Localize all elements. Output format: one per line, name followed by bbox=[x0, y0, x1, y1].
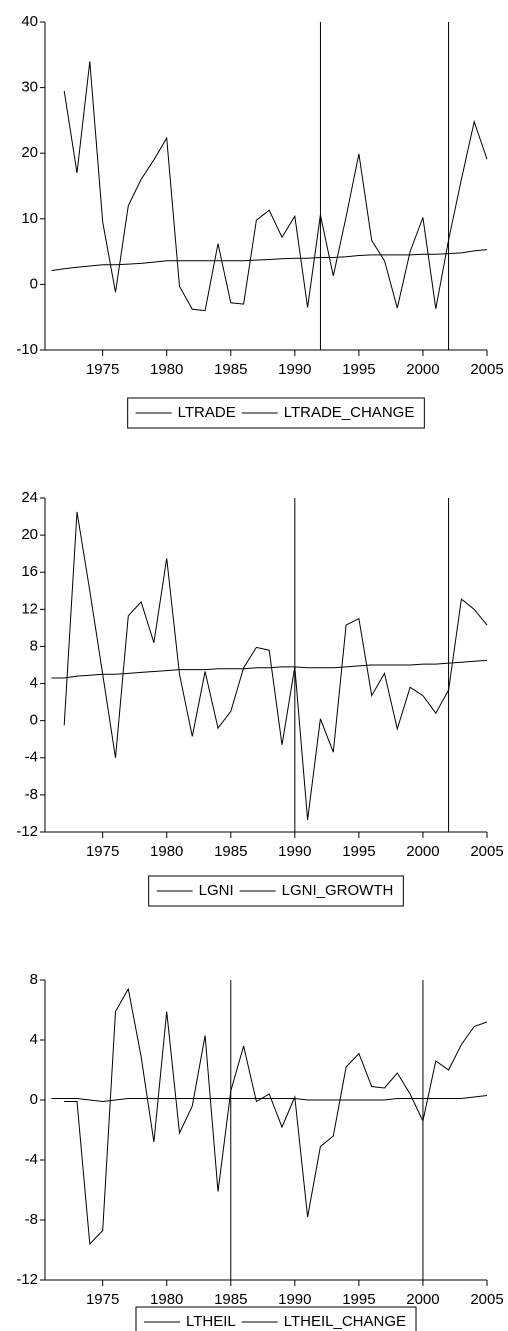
series-line bbox=[51, 249, 488, 272]
x-tick-label: 1980 bbox=[150, 361, 183, 378]
y-tick-label: 0 bbox=[30, 1091, 38, 1108]
series-line bbox=[64, 987, 488, 1246]
x-tick-label: 1975 bbox=[86, 361, 119, 378]
series-line bbox=[51, 1095, 488, 1103]
x-tick-label: 2000 bbox=[406, 361, 439, 378]
y-tick-label: -12 bbox=[16, 823, 38, 840]
legend-label: LGNI_GROWTH bbox=[282, 882, 394, 899]
x-tick-label: 1995 bbox=[342, 1291, 375, 1308]
legend-label: LGNI bbox=[199, 882, 234, 899]
x-tick-label: 1985 bbox=[214, 843, 247, 860]
legend-label: LTRADE_CHANGE bbox=[284, 404, 415, 421]
legend-box bbox=[135, 1306, 417, 1331]
series-line bbox=[51, 659, 488, 679]
y-tick-label: -10 bbox=[16, 341, 38, 358]
y-tick-label: 24 bbox=[21, 489, 38, 506]
x-tick-label: 1985 bbox=[214, 1291, 247, 1308]
x-tick-label: 2005 bbox=[470, 1291, 503, 1308]
x-tick-label: 1975 bbox=[86, 843, 119, 860]
y-tick-label: 0 bbox=[30, 275, 38, 292]
y-tick-label: 8 bbox=[30, 971, 38, 988]
legend-label: LTHEIL_CHANGE bbox=[284, 1313, 406, 1330]
y-tick-label: 30 bbox=[21, 79, 38, 96]
y-tick-label: 20 bbox=[21, 526, 38, 543]
legend-box bbox=[148, 875, 404, 907]
x-tick-label: 1980 bbox=[150, 1291, 183, 1308]
legend-box bbox=[127, 397, 425, 429]
series-line bbox=[63, 511, 488, 820]
x-tick-label: 1985 bbox=[214, 361, 247, 378]
x-tick-label: 1990 bbox=[278, 843, 311, 860]
y-tick-label: -4 bbox=[25, 1151, 38, 1168]
y-tick-label: -12 bbox=[16, 1271, 38, 1288]
y-tick-label: 20 bbox=[21, 144, 38, 161]
y-tick-label: -8 bbox=[25, 786, 38, 803]
x-tick-label: 1995 bbox=[342, 843, 375, 860]
y-tick-label: 40 bbox=[21, 13, 38, 30]
y-tick-label: 0 bbox=[30, 712, 38, 729]
y-tick-label: 4 bbox=[30, 1031, 38, 1048]
x-tick-label: 2005 bbox=[470, 843, 503, 860]
x-tick-label: 1980 bbox=[150, 843, 183, 860]
y-tick-label: 4 bbox=[30, 675, 38, 692]
legend-label: LTRADE bbox=[178, 404, 236, 421]
x-tick-label: 1995 bbox=[342, 361, 375, 378]
legend-label: LTHEIL bbox=[186, 1313, 236, 1330]
y-tick-label: -8 bbox=[25, 1211, 38, 1228]
x-tick-label: 1990 bbox=[278, 1291, 311, 1308]
y-tick-label: 16 bbox=[21, 563, 38, 580]
x-tick-label: 1975 bbox=[86, 1291, 119, 1308]
x-tick-label: 2000 bbox=[406, 1291, 439, 1308]
x-tick-label: 2005 bbox=[470, 361, 503, 378]
x-tick-label: 1990 bbox=[278, 361, 311, 378]
y-tick-label: -4 bbox=[25, 749, 38, 766]
x-tick-label: 2000 bbox=[406, 843, 439, 860]
y-tick-label: 10 bbox=[21, 210, 38, 227]
series-line bbox=[63, 61, 488, 312]
y-tick-label: 8 bbox=[30, 637, 38, 654]
y-tick-label: 12 bbox=[21, 600, 38, 617]
